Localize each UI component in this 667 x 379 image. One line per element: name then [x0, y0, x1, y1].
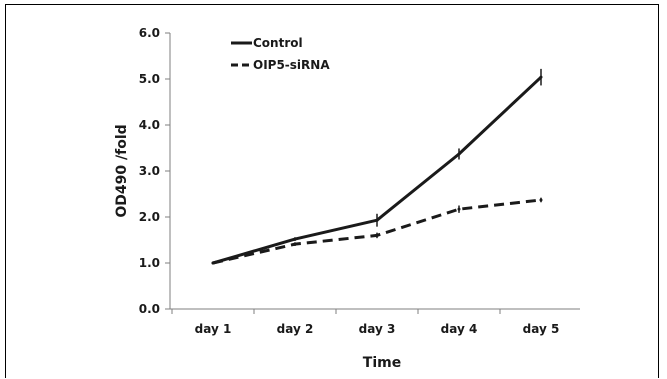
legend-label: OIP5-siRNA [253, 58, 330, 72]
series-group [211, 68, 543, 265]
y-axis-title: OD490 /fold [114, 124, 130, 217]
figure-frame [5, 4, 659, 378]
x-tick-group: day 1 day 2 day 3 day 4 day 5 [171, 309, 560, 336]
x-tick-label: day 1 [195, 322, 232, 336]
x-tick-label: day 5 [523, 322, 560, 336]
data-point [375, 218, 379, 222]
y-tick-label: 1.0 [139, 256, 160, 270]
y-tick-label: 3.0 [139, 164, 160, 178]
y-tick-label: 5.0 [139, 72, 160, 86]
series-line [212, 198, 542, 265]
y-tick-label: 0.0 [139, 302, 160, 316]
y-tick-label: 4.0 [139, 118, 160, 132]
x-axis-title: Time [363, 355, 401, 371]
data-point [211, 261, 215, 265]
data-point [293, 237, 297, 241]
data-point [539, 75, 543, 79]
data-point [375, 233, 379, 237]
y-tick-label: 6.0 [139, 26, 160, 40]
series-2 [211, 197, 543, 265]
data-point [539, 198, 543, 202]
data-point [457, 207, 461, 211]
legend: Control OIP5-siRNA [231, 36, 330, 72]
x-tick-label: day 3 [359, 322, 396, 336]
y-tick-group: 0.0 1.0 2.0 3.0 4.0 5.0 6.0 [139, 26, 170, 316]
data-point [457, 152, 461, 156]
x-tick-label: day 2 [277, 322, 314, 336]
legend-label: Control [253, 36, 303, 50]
data-point [293, 242, 297, 246]
y-tick-label: 2.0 [139, 210, 160, 224]
axes [169, 33, 580, 310]
x-tick-label: day 4 [441, 322, 478, 336]
